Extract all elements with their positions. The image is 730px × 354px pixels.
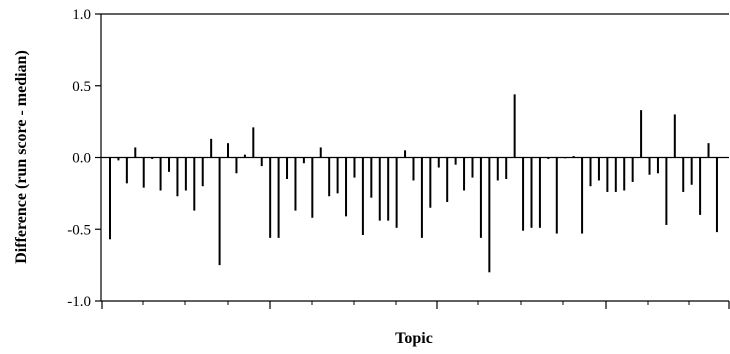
- bar-topic-27: [328, 157, 331, 197]
- bar-topic-31: [361, 157, 364, 235]
- y-axis: -1.0 -0.5 0.0 0.5 1.0: [67, 7, 101, 310]
- bar-topic-61: [614, 157, 617, 192]
- bar-topic-9: [176, 157, 179, 197]
- bar-topic-22: [286, 157, 289, 180]
- bar-topic-54: [555, 157, 558, 234]
- bar-topic-50: [522, 157, 525, 231]
- bar-topic-68: [673, 114, 676, 158]
- bar-topic-35: [395, 157, 398, 228]
- bar-topic-3: [125, 157, 128, 184]
- bar-topic-59: [597, 157, 600, 181]
- bar-topic-39: [429, 157, 432, 208]
- bar-topic-16: [235, 157, 238, 174]
- bar-topic-67: [665, 157, 668, 225]
- bar-topic-55: [564, 157, 567, 159]
- y-tick-label: -0.5: [67, 222, 91, 238]
- bar-topic-52: [538, 157, 541, 228]
- bar-topic-60: [606, 157, 609, 192]
- bar-topic-32: [370, 157, 373, 198]
- bar-topic-17: [243, 154, 246, 158]
- bar-topic-34: [387, 157, 390, 221]
- bar-topic-21: [277, 157, 280, 238]
- bar-topic-37: [412, 157, 415, 181]
- bar-topic-29: [345, 157, 348, 217]
- bar-topic-12: [201, 157, 204, 187]
- bar-topic-30: [353, 157, 356, 178]
- x-axis-title: Topic: [395, 330, 433, 347]
- bar-topic-10: [184, 157, 187, 191]
- bar-topic-5: [142, 157, 145, 188]
- bar-topic-41: [446, 157, 449, 202]
- y-axis-title: Difference (run score - median): [13, 50, 30, 264]
- bar-topic-53: [547, 157, 550, 159]
- bar-topic-6: [151, 157, 154, 159]
- bar-topic-23: [294, 157, 297, 211]
- bar-topic-46: [488, 157, 491, 273]
- bar-topic-66: [656, 157, 659, 174]
- bar-topic-2: [117, 157, 120, 161]
- bar-topic-20: [269, 157, 272, 238]
- bar-topic-18: [252, 127, 255, 158]
- bar-topic-49: [513, 94, 516, 158]
- bar-topic-73: [715, 157, 718, 233]
- y-tick-label: 1.0: [72, 7, 91, 23]
- bar-topic-56: [572, 156, 575, 158]
- bar-topic-15: [227, 143, 230, 158]
- bar-topic-57: [581, 157, 584, 234]
- bar-topic-33: [378, 157, 381, 221]
- bar-topic-28: [336, 157, 339, 194]
- bar-topic-38: [420, 157, 423, 238]
- bar-topic-44: [471, 157, 474, 178]
- y-tick-label: 0.5: [72, 79, 91, 95]
- bar-topic-72: [707, 143, 710, 158]
- bar-topic-70: [690, 157, 693, 185]
- bar-topic-40: [437, 157, 440, 168]
- bar-topic-11: [193, 157, 196, 211]
- bar-topic-47: [496, 157, 499, 181]
- bar-topic-69: [682, 157, 685, 192]
- bar-topic-62: [623, 157, 626, 191]
- bar-topic-45: [479, 157, 482, 238]
- bar-topic-51: [530, 157, 533, 228]
- y-tick-label: 0.0: [72, 151, 91, 167]
- bar-topic-4: [134, 147, 137, 158]
- bar-topic-63: [631, 157, 634, 182]
- bar-topic-36: [404, 150, 407, 158]
- bar-topic-58: [589, 157, 592, 187]
- bar-topic-14: [218, 157, 221, 266]
- x-axis: [101, 301, 730, 309]
- bars-group: [109, 94, 718, 273]
- bar-topic-1: [109, 157, 111, 240]
- bar-topic-64: [640, 110, 643, 158]
- bar-topic-7: [159, 157, 162, 191]
- bar-topic-19: [260, 157, 263, 167]
- bar-topic-8: [168, 157, 171, 172]
- bar-topic-24: [302, 157, 305, 164]
- bar-topic-26: [319, 147, 322, 158]
- bar-topic-71: [699, 157, 702, 215]
- bar-topic-43: [463, 157, 466, 191]
- y-tick-label: -1.0: [67, 294, 91, 310]
- bar-topic-48: [505, 157, 508, 180]
- bar-topic-25: [311, 157, 314, 218]
- bar-topic-65: [648, 157, 651, 175]
- bar-topic-13: [210, 138, 213, 158]
- bar-topic-42: [454, 157, 457, 165]
